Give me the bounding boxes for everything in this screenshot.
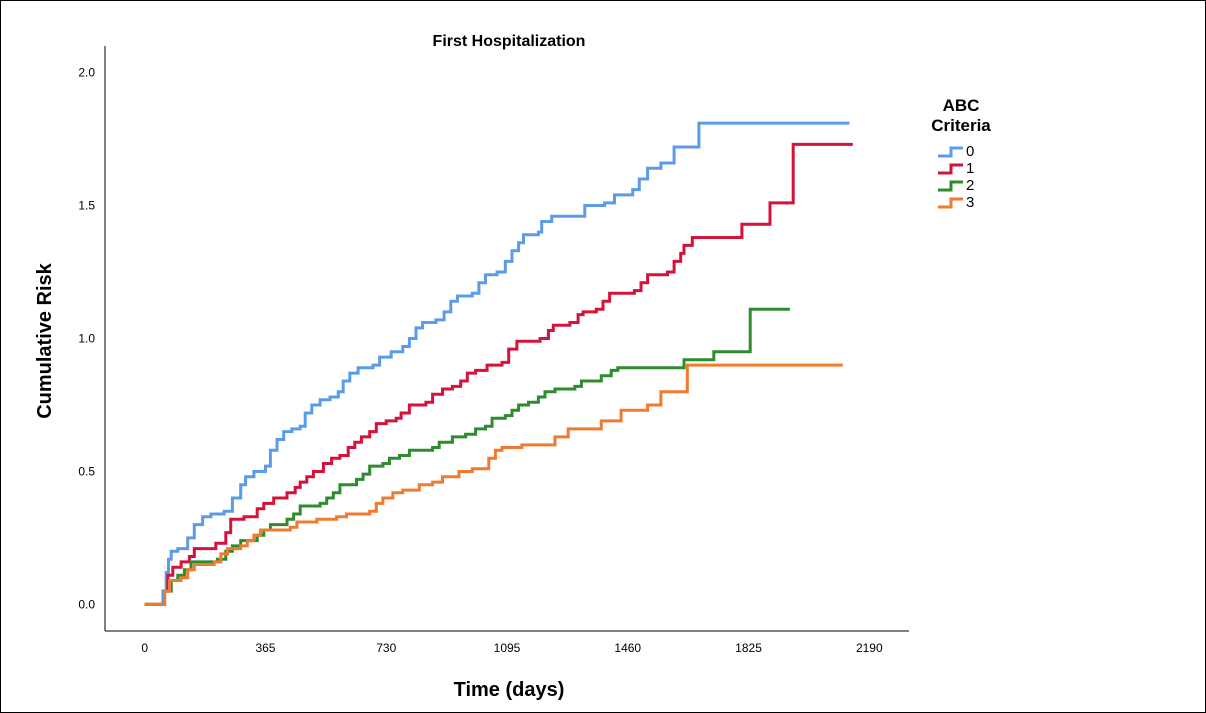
- series-layer: [144, 121, 853, 606]
- legend-swatch-1: [938, 163, 963, 175]
- x-tick-label: 1095: [494, 641, 521, 655]
- y-tick-label: 0.5: [78, 464, 95, 478]
- legend-swatch-3: [938, 197, 963, 209]
- legend-label-1: 1: [966, 160, 974, 177]
- series-line-1: [144, 142, 853, 606]
- legend-title-line-2: Criteria: [931, 116, 991, 135]
- x-axis-title: Time (days): [454, 679, 565, 701]
- x-tick-label: 2190: [856, 641, 883, 655]
- x-tick-label: 730: [376, 641, 396, 655]
- series-line-2: [144, 307, 790, 606]
- axes: [104, 46, 909, 632]
- y-tick-label: 1.5: [78, 199, 95, 213]
- legend-label-2: 2: [966, 177, 974, 194]
- legend-label-0: 0: [966, 143, 974, 160]
- y-tick-label: 0.0: [78, 597, 95, 611]
- x-tick-label: 1460: [614, 641, 641, 655]
- y-tick-label: 2.0: [78, 66, 95, 80]
- legend-title-line-1: ABC: [943, 96, 980, 115]
- x-tick-label: 365: [255, 641, 275, 655]
- y-axis-title: Cumulative Risk: [34, 262, 56, 418]
- legend-swatch-2: [938, 180, 963, 192]
- chart-title: First Hospitalization: [433, 33, 586, 50]
- series-line-3: [144, 363, 843, 606]
- series-line-0: [144, 121, 850, 606]
- x-axis-ticks: 0 365 730 1095 1460 1825 2190: [141, 641, 883, 655]
- x-tick-label: 1825: [735, 641, 762, 655]
- x-tick-label: 0: [141, 641, 148, 655]
- legend-swatch-0: [938, 146, 963, 158]
- legend-label-3: 3: [966, 194, 974, 211]
- y-tick-label: 1.0: [78, 332, 95, 346]
- y-axis-ticks: 0.0 0.5 1.0 1.5 2.0: [78, 66, 95, 612]
